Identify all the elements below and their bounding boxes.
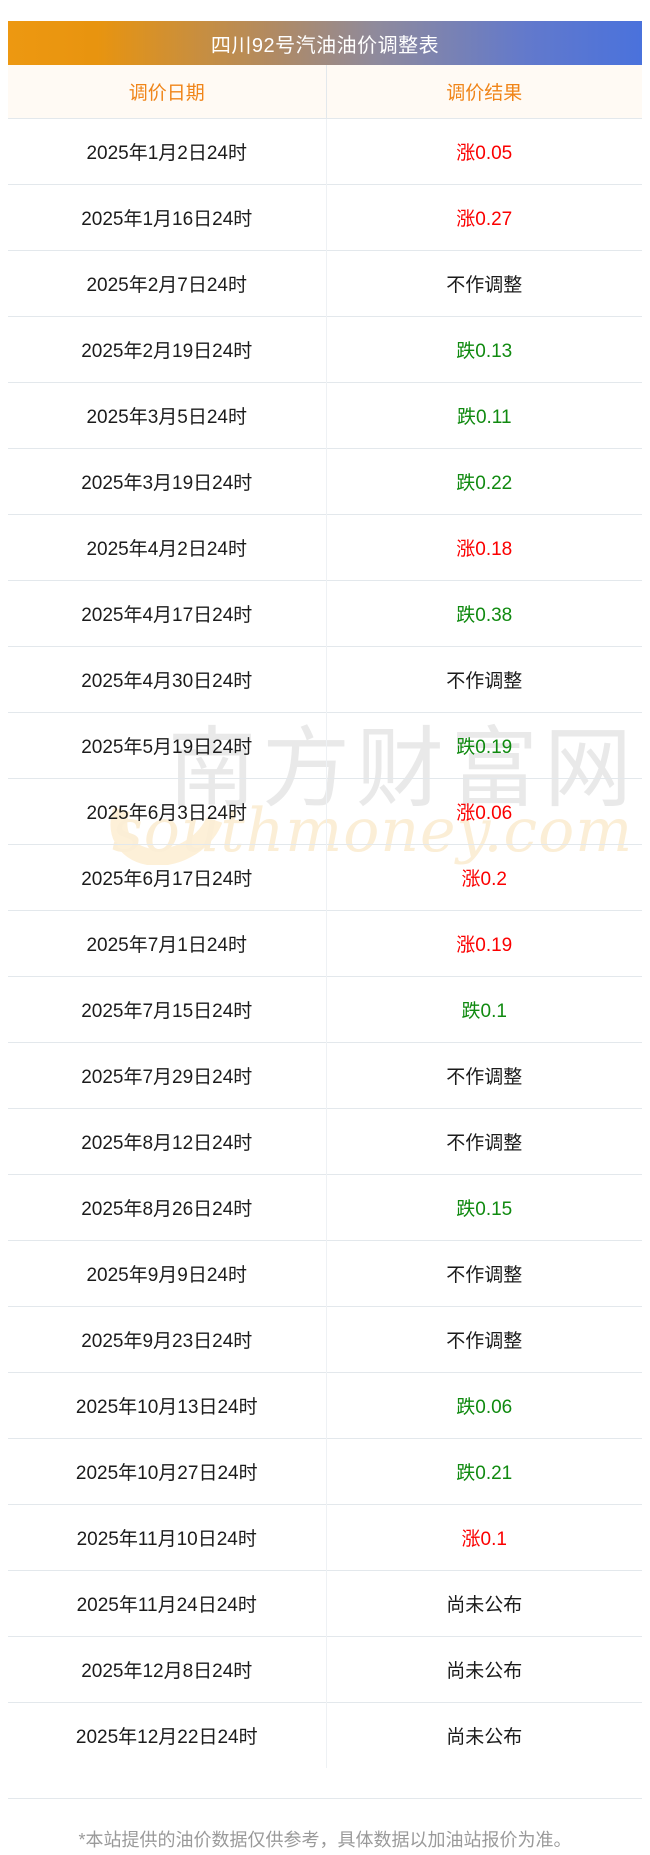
price-adjustment-page: southmoney.com 南方财富网 四川92号汽油油价调整表 调价日期 调… xyxy=(8,21,642,1850)
table-row: 2025年2月7日24时 不作调整 xyxy=(8,249,642,316)
table-title-row: 四川92号汽油油价调整表 xyxy=(8,21,642,65)
cell-adjustment-date: 2025年10月13日24时 xyxy=(8,1371,327,1438)
cell-adjustment-date: 2025年7月15日24时 xyxy=(8,975,327,1042)
cell-adjustment-result: 跌0.13 xyxy=(326,315,642,382)
cell-adjustment-result: 尚未公布 xyxy=(326,1701,642,1768)
table-row: 2025年1月2日24时 涨0.05 xyxy=(8,117,642,184)
table-row: 2025年11月24日24时 尚未公布 xyxy=(8,1569,642,1636)
table-row: 2025年4月30日24时 不作调整 xyxy=(8,645,642,712)
table-row: 2025年8月26日24时 跌0.15 xyxy=(8,1173,642,1240)
table-row: 2025年2月19日24时 跌0.13 xyxy=(8,315,642,382)
cell-adjustment-date: 2025年12月8日24时 xyxy=(8,1635,327,1702)
table-row: 2025年9月9日24时 不作调整 xyxy=(8,1239,642,1306)
cell-adjustment-result: 不作调整 xyxy=(326,1041,642,1108)
cell-adjustment-date: 2025年4月30日24时 xyxy=(8,645,327,712)
table-row: 2025年6月3日24时 涨0.06 xyxy=(8,777,642,844)
cell-adjustment-date: 2025年12月22日24时 xyxy=(8,1701,327,1768)
cell-adjustment-result: 跌0.15 xyxy=(326,1173,642,1240)
cell-adjustment-date: 2025年11月10日24时 xyxy=(8,1503,327,1570)
cell-adjustment-result: 跌0.22 xyxy=(326,447,642,514)
table-row: 2025年10月27日24时 跌0.21 xyxy=(8,1437,642,1504)
cell-adjustment-result: 跌0.21 xyxy=(326,1437,642,1504)
cell-adjustment-result: 不作调整 xyxy=(326,249,642,316)
column-header-date: 调价日期 xyxy=(8,65,327,118)
cell-adjustment-result: 跌0.11 xyxy=(326,381,642,448)
cell-adjustment-date: 2025年3月19日24时 xyxy=(8,447,327,514)
table-row: 2025年8月12日24时 不作调整 xyxy=(8,1107,642,1174)
column-header-row: 调价日期 调价结果 xyxy=(8,65,642,118)
column-header-result: 调价结果 xyxy=(326,65,642,118)
cell-adjustment-result: 不作调整 xyxy=(326,1239,642,1306)
cell-adjustment-date: 2025年7月1日24时 xyxy=(8,909,327,976)
table-row: 2025年7月15日24时 跌0.1 xyxy=(8,975,642,1042)
cell-adjustment-date: 2025年6月3日24时 xyxy=(8,777,327,844)
table-row: 2025年12月22日24时 尚未公布 xyxy=(8,1701,642,1768)
cell-adjustment-result: 跌0.06 xyxy=(326,1371,642,1438)
table-row: 2025年5月19日24时 跌0.19 xyxy=(8,711,642,778)
cell-adjustment-date: 2025年7月29日24时 xyxy=(8,1041,327,1108)
cell-adjustment-result: 跌0.19 xyxy=(326,711,642,778)
cell-adjustment-date: 2025年2月7日24时 xyxy=(8,249,327,316)
price-table-wrapper: 四川92号汽油油价调整表 调价日期 调价结果 2025年1月2日24时 涨0.05… xyxy=(8,21,642,1768)
cell-adjustment-date: 2025年10月27日24时 xyxy=(8,1437,327,1504)
cell-adjustment-result: 涨0.18 xyxy=(326,513,642,580)
table-column-headers: 调价日期 调价结果 xyxy=(8,65,642,118)
cell-adjustment-result: 涨0.27 xyxy=(326,183,642,250)
cell-adjustment-date: 2025年1月16日24时 xyxy=(8,183,327,250)
table-body: 2025年1月2日24时 涨0.05 2025年1月16日24时 涨0.27 2025年… xyxy=(8,117,642,1768)
table-row: 2025年4月2日24时 涨0.18 xyxy=(8,513,642,580)
table-row: 2025年4月17日24时 跌0.38 xyxy=(8,579,642,646)
cell-adjustment-date: 2025年4月2日24时 xyxy=(8,513,327,580)
cell-adjustment-date: 2025年2月19日24时 xyxy=(8,315,327,382)
table-title: 四川92号汽油油价调整表 xyxy=(8,21,642,65)
cell-adjustment-date: 2025年8月12日24时 xyxy=(8,1107,327,1174)
price-adjustment-table: 四川92号汽油油价调整表 调价日期 调价结果 2025年1月2日24时 涨0.05… xyxy=(8,21,642,1768)
table-row: 2025年3月19日24时 跌0.22 xyxy=(8,447,642,514)
table-row: 2025年3月5日24时 跌0.11 xyxy=(8,381,642,448)
table-head: 四川92号汽油油价调整表 xyxy=(8,21,642,65)
cell-adjustment-result: 涨0.2 xyxy=(326,843,642,910)
cell-adjustment-result: 不作调整 xyxy=(326,645,642,712)
cell-adjustment-result: 跌0.38 xyxy=(326,579,642,646)
table-row: 2025年11月10日24时 涨0.1 xyxy=(8,1503,642,1570)
cell-adjustment-result: 尚未公布 xyxy=(326,1635,642,1702)
cell-adjustment-date: 2025年1月2日24时 xyxy=(8,117,327,184)
table-row: 2025年6月17日24时 涨0.2 xyxy=(8,843,642,910)
cell-adjustment-date: 2025年8月26日24时 xyxy=(8,1173,327,1240)
cell-adjustment-result: 不作调整 xyxy=(326,1107,642,1174)
cell-adjustment-date: 2025年5月19日24时 xyxy=(8,711,327,778)
cell-adjustment-date: 2025年6月17日24时 xyxy=(8,843,327,910)
cell-adjustment-result: 涨0.05 xyxy=(326,117,642,184)
table-row: 2025年9月23日24时 不作调整 xyxy=(8,1305,642,1372)
cell-adjustment-result: 尚未公布 xyxy=(326,1569,642,1636)
cell-adjustment-result: 跌0.1 xyxy=(326,975,642,1042)
disclaimer-text: *本站提供的油价数据仅供参考，具体数据以加油站报价为准。 xyxy=(78,1830,572,1850)
table-row: 2025年1月16日24时 涨0.27 xyxy=(8,183,642,250)
table-row: 2025年12月8日24时 尚未公布 xyxy=(8,1635,642,1702)
cell-adjustment-result: 涨0.1 xyxy=(326,1503,642,1570)
cell-adjustment-result: 涨0.06 xyxy=(326,777,642,844)
cell-adjustment-date: 2025年11月24日24时 xyxy=(8,1569,327,1636)
cell-adjustment-date: 2025年3月5日24时 xyxy=(8,381,327,448)
cell-adjustment-result: 涨0.19 xyxy=(326,909,642,976)
cell-adjustment-date: 2025年4月17日24时 xyxy=(8,579,327,646)
cell-adjustment-date: 2025年9月23日24时 xyxy=(8,1305,327,1372)
table-row: 2025年10月13日24时 跌0.06 xyxy=(8,1371,642,1438)
table-row: 2025年7月29日24时 不作调整 xyxy=(8,1041,642,1108)
cell-adjustment-date: 2025年9月9日24时 xyxy=(8,1239,327,1306)
table-row: 2025年7月1日24时 涨0.19 xyxy=(8,909,642,976)
cell-adjustment-result: 不作调整 xyxy=(326,1305,642,1372)
disclaimer-note: *本站提供的油价数据仅供参考，具体数据以加油站报价为准。 xyxy=(8,1798,642,1855)
